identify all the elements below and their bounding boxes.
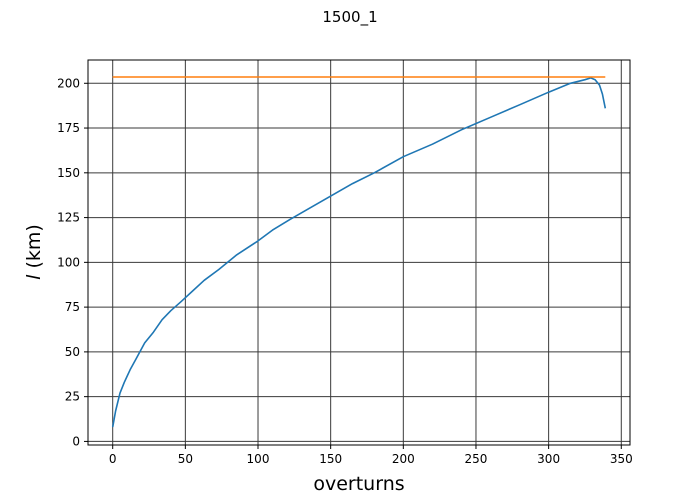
series-line-1 [111,77,607,428]
y-tick-label: 200 [57,76,80,90]
x-tick-label: 300 [537,452,560,466]
x-tick-label: 250 [465,452,488,466]
y-axis-label: l (km) [23,224,45,280]
y-tick-label: 150 [57,166,80,180]
x-tick-label: 50 [178,452,193,466]
x-tick-label: 150 [319,452,342,466]
plot-frame [87,59,631,446]
tick-layer: 0 50 100 150 200 250 300 350 0 25 50 75 100 125 150 175… [57,76,633,466]
x-tick-label: 200 [392,452,415,466]
x-axis-label: overturns [313,473,404,495]
y-axis-label-unit: (km) [23,224,45,274]
y-tick-label: 175 [57,121,80,135]
y-axis-label-symbol: l [23,274,45,280]
series-layer [111,76,607,428]
y-tick-label: 25 [65,390,80,404]
y-tick-label: 125 [57,211,80,225]
y-tick-label: 50 [65,345,80,359]
x-tick-label: 100 [247,452,270,466]
y-tick-label: 75 [65,300,80,314]
y-tick-label: 100 [57,255,80,269]
chart-title: 1500_1 [322,8,377,27]
x-tick-label: 0 [109,452,117,466]
y-tick-label: 0 [72,434,80,448]
x-tick-label: 350 [610,452,633,466]
